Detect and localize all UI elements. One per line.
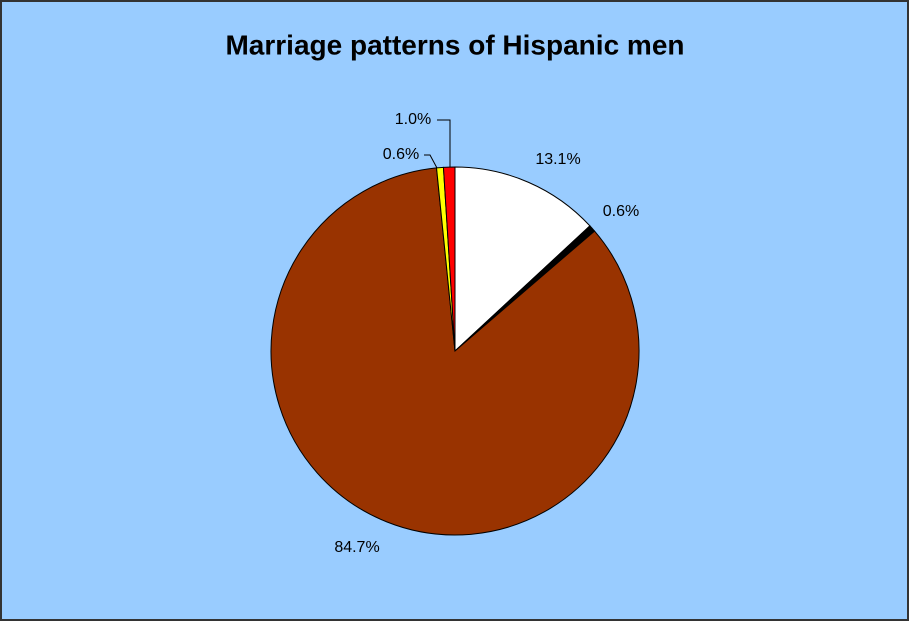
data-label: 0.6% [603, 203, 639, 220]
leader-line [424, 154, 438, 169]
pie-slice [442, 166, 456, 352]
leader-line [437, 119, 451, 167]
data-label: 84.7% [334, 539, 379, 556]
chart-title: Marriage patterns of Hispanic men [225, 29, 684, 60]
data-label: 1.0% [395, 111, 431, 128]
data-label: 13.1% [535, 151, 580, 168]
data-label: 0.6% [383, 146, 419, 163]
pie-slice [454, 166, 591, 353]
pie-slice [270, 167, 640, 536]
